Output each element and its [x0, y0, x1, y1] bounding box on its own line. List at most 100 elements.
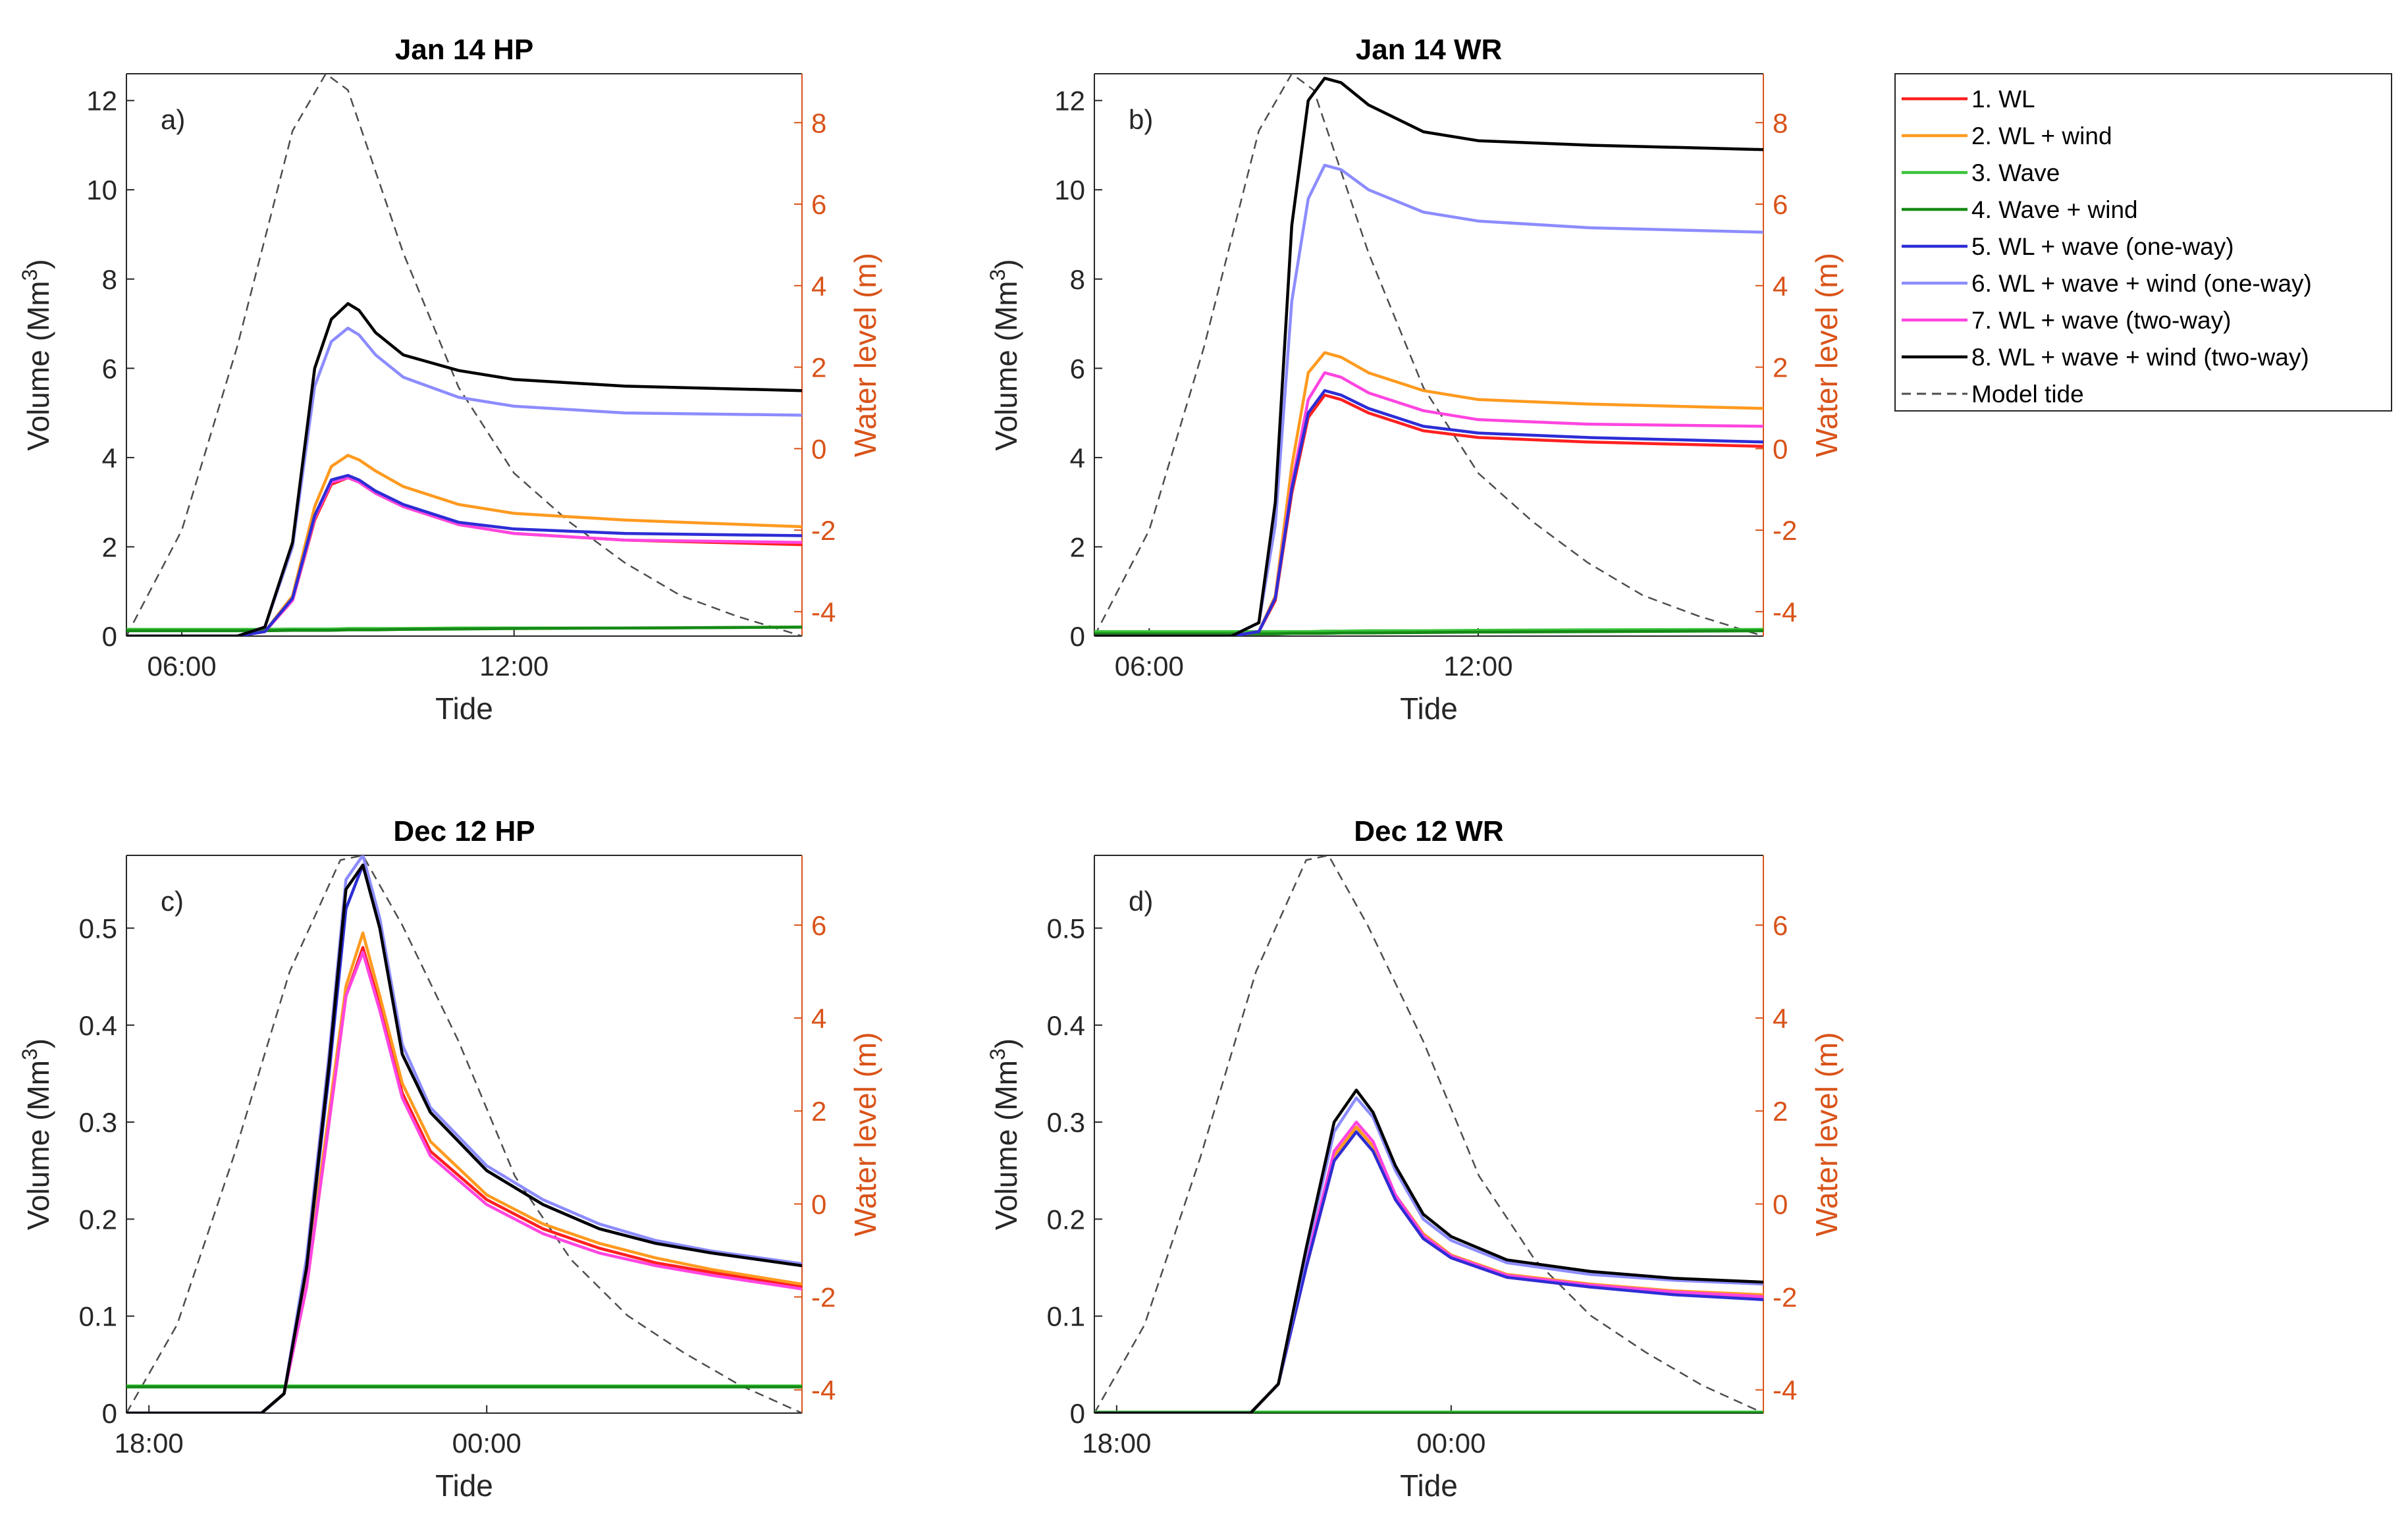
series-line-5 — [126, 863, 802, 1413]
y2-tick-label: -2 — [1773, 515, 1797, 546]
y-tick-label: 0.3 — [79, 1107, 117, 1138]
y-axis-label-close: ) — [989, 1038, 1023, 1048]
y-axis-label-text: Volume (Mm — [989, 281, 1023, 450]
panel-d: 18:00 00:00 0 0.1 0.2 0.3 0.4 0.5 -4 -2 0 2 4 6 Dec 12… — [986, 815, 1844, 1503]
y2-tick-label: 8 — [1773, 107, 1788, 138]
y-tick-label: 0.5 — [79, 913, 117, 944]
y2-tick-label: -4 — [811, 597, 836, 628]
y2-tick-label: 4 — [811, 1003, 826, 1034]
y2-tick-label: -2 — [811, 1282, 836, 1313]
y-tick-label: 4 — [1070, 443, 1085, 473]
series-line-6 — [126, 327, 802, 636]
panel-a: 06:00 12:00 0 2 4 6 8 10 12 -4 -2 0 2 4 6 8 Jan 14 HP Tid… — [18, 34, 882, 726]
y2-tick-label: -2 — [811, 515, 836, 546]
y2-tick-label: -4 — [1773, 1375, 1797, 1406]
y2-tick-label: 6 — [1773, 189, 1788, 220]
legend-label: 3. Wave — [1971, 159, 2060, 186]
y2-tick-label: 0 — [811, 1189, 826, 1220]
y2-tick-label: 6 — [1773, 910, 1788, 941]
series-line-8 — [1094, 76, 1763, 636]
panel-label: c) — [161, 886, 184, 917]
legend-label: 4. Wave + wind — [1971, 196, 2138, 223]
x-tick-label: 12:00 — [479, 651, 548, 682]
y2-tick-label: -4 — [811, 1375, 836, 1406]
y-tick-label: 10 — [86, 174, 117, 205]
legend: 1. WL 2. WL + wind 3. Wave 4. Wave + wind 5.… — [1894, 73, 2392, 412]
series-line-8 — [126, 302, 802, 636]
y-axis-label-superscript: 3 — [986, 269, 1009, 281]
y-axis-label-text: Volume (Mm — [989, 1060, 1023, 1230]
y-axis-label-text: Volume (Mm — [21, 1060, 55, 1230]
plot-area — [126, 855, 802, 1413]
series-line-1 — [1094, 393, 1763, 636]
y-axis-label-close: ) — [989, 259, 1023, 269]
y-tick-label: 0 — [102, 621, 117, 652]
series-line-6 — [1094, 1096, 1763, 1413]
y2-tick-label: 0 — [811, 433, 826, 464]
plot-area — [1094, 74, 1763, 636]
y-tick-label: 8 — [102, 264, 117, 295]
y-axis-label-superscript: 3 — [986, 1048, 1009, 1060]
x-axis-label: Tide — [435, 691, 493, 726]
x-axis-label: Tide — [435, 1468, 493, 1503]
series-line-2 — [1094, 1125, 1763, 1413]
y-tick-label: 0.4 — [1047, 1010, 1085, 1041]
model-tide-line — [1094, 74, 1763, 636]
y-tick-label: 2 — [1070, 531, 1085, 562]
y-tick-label: 0.3 — [1047, 1107, 1085, 1138]
x-tick-label: 12:00 — [1443, 651, 1512, 682]
series-line-6 — [126, 855, 802, 1413]
x-axis-label: Tide — [1400, 1468, 1458, 1503]
y-tick-label: 0 — [1070, 621, 1085, 652]
model-tide-line — [126, 855, 802, 1413]
panel-label: b) — [1129, 104, 1153, 135]
y-tick-label: 0.2 — [79, 1204, 117, 1235]
y2-tick-label: 2 — [1773, 352, 1788, 383]
series-line-1 — [126, 946, 802, 1413]
y-tick-label: 6 — [1070, 353, 1085, 384]
y2-axis-label: Water level (m) — [1809, 253, 1844, 457]
legend-label: 2. WL + wind — [1971, 122, 2112, 149]
y-tick-label: 0.1 — [1047, 1301, 1085, 1332]
legend-label: 1. WL — [1971, 86, 2035, 113]
chart-title: Jan 14 WR — [1356, 34, 1503, 66]
y-tick-label: 0 — [1070, 1398, 1085, 1429]
x-tick-label: 06:00 — [1115, 651, 1184, 682]
series-line-7 — [126, 476, 802, 636]
y-tick-label: 2 — [102, 531, 117, 562]
y-tick-label: 10 — [1054, 174, 1085, 205]
x-axis-label: Tide — [1400, 691, 1458, 726]
panel-label: a) — [161, 104, 185, 135]
series-line-8 — [1094, 1088, 1763, 1413]
panel-c: 18:00 00:00 0 0.1 0.2 0.3 0.4 0.5 -4 -2 0 2 4 6 Dec 12… — [18, 815, 882, 1503]
y2-tick-label: 6 — [811, 910, 826, 941]
y2-tick-label: 0 — [1773, 433, 1788, 464]
y-axis-label: Volume (Mm3) — [986, 259, 1023, 450]
y2-tick-label: 4 — [811, 271, 826, 302]
y2-axis-label: Water level (m) — [1809, 1032, 1844, 1236]
legend-box — [1894, 73, 2392, 412]
y2-tick-label: 4 — [1773, 1003, 1788, 1034]
y-axis-label-superscript: 3 — [18, 1048, 41, 1060]
y-axis-label-superscript: 3 — [18, 269, 41, 281]
y2-axis-label: Water level (m) — [848, 1032, 882, 1236]
chart-title: Jan 14 HP — [395, 34, 533, 66]
series-line-2 — [1094, 351, 1763, 636]
series-line-8 — [126, 863, 802, 1413]
x-tick-label: 18:00 — [115, 1428, 184, 1459]
y-axis-label: Volume (Mm3) — [18, 1038, 55, 1230]
chart-title: Dec 12 WR — [1354, 815, 1503, 847]
x-tick-label: 06:00 — [147, 651, 217, 682]
y-axis-label: Volume (Mm3) — [18, 259, 55, 450]
plot-area — [1094, 855, 1763, 1413]
y-axis-label-close: ) — [21, 1038, 55, 1048]
y-tick-label: 4 — [102, 443, 117, 473]
y-axis-label-close: ) — [21, 259, 55, 269]
y2-tick-label: -4 — [1773, 597, 1797, 628]
y2-tick-label: 2 — [811, 352, 826, 383]
series-line-5 — [126, 473, 802, 636]
chart-title: Dec 12 HP — [393, 815, 535, 847]
y-tick-label: 0.5 — [1047, 913, 1085, 944]
legend-label: Model tide — [1971, 381, 2084, 408]
y-tick-label: 0.4 — [79, 1010, 117, 1041]
